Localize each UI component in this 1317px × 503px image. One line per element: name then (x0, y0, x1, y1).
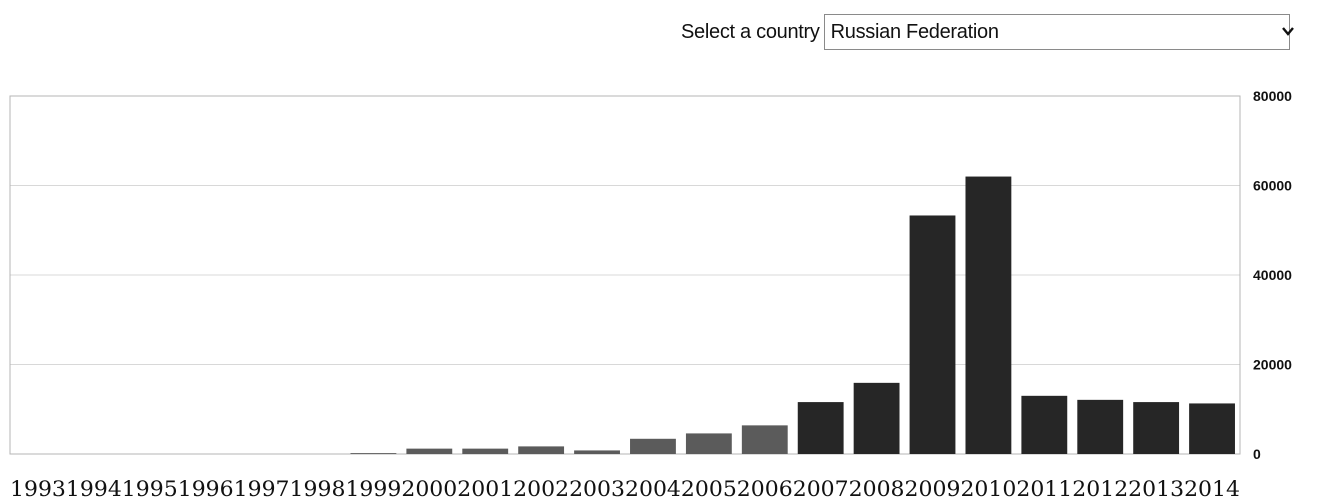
x-tick-label: 2007 (793, 477, 849, 501)
bar-1999 (350, 453, 397, 454)
x-tick-label: 1996 (178, 477, 234, 501)
bar-2008 (853, 382, 900, 454)
country-selector: Select a country Russian Federation (681, 12, 1294, 52)
x-tick-label: 2010 (960, 477, 1016, 501)
x-tick-label: 2006 (737, 477, 793, 501)
y-axis-ticks: 0 20000 40000 60000 80000 (1253, 88, 1292, 462)
bar-2013 (1133, 402, 1180, 454)
bar-2001 (462, 448, 509, 454)
bar-2003 (574, 450, 620, 454)
x-tick-label: 2013 (1128, 477, 1184, 501)
x-tick-label: 1995 (122, 477, 178, 501)
x-tick-label: 1998 (290, 477, 346, 501)
x-tick-label: 1994 (66, 477, 122, 501)
x-tick-label: 2003 (569, 477, 625, 501)
x-tick-label: 2002 (513, 477, 569, 501)
bar-2006 (741, 425, 788, 454)
bar-2004 (630, 438, 676, 454)
bars (350, 176, 1235, 455)
x-tick-label: 2005 (681, 477, 737, 501)
bar-2009 (909, 215, 956, 454)
country-select[interactable]: Russian Federation (823, 14, 1294, 50)
bar-2012 (1077, 399, 1124, 454)
bar-2005 (685, 433, 732, 454)
x-tick-label: 1999 (345, 477, 401, 501)
country-select-label: Select a country (681, 20, 820, 43)
x-axis-ticks: 1993 1994 1995 1996 1997 1998 1999 2000 2001 2002… (10, 477, 1240, 501)
x-tick-label: 1997 (234, 477, 290, 501)
y-tick-label: 20000 (1253, 357, 1292, 373)
x-tick-label: 1993 (10, 477, 66, 501)
country-select-value: Russian Federation (830, 20, 999, 43)
x-tick-label: 2014 (1184, 477, 1240, 501)
y-tick-label: 0 (1253, 446, 1261, 462)
bar-2010 (965, 176, 1012, 455)
bar-2014 (1189, 403, 1235, 454)
y-tick-label: 80000 (1253, 88, 1292, 104)
chevron-down-icon[interactable] (1281, 24, 1295, 38)
bar-2011 (1021, 395, 1068, 454)
y-tick-label: 40000 (1253, 267, 1292, 283)
plot-frame (9, 95, 1241, 455)
x-tick-label: 2004 (625, 477, 681, 501)
bar-2000 (406, 448, 453, 454)
x-tick-label: 2011 (1016, 477, 1072, 501)
x-tick-label: 2012 (1072, 477, 1128, 501)
x-tick-label: 2009 (905, 477, 961, 501)
x-tick-label: 2008 (849, 477, 905, 501)
bar-2007 (797, 402, 844, 454)
bar-2002 (518, 446, 565, 454)
x-tick-label: 2000 (401, 477, 457, 501)
x-tick-label: 2001 (457, 477, 513, 501)
y-tick-label: 60000 (1253, 178, 1292, 194)
